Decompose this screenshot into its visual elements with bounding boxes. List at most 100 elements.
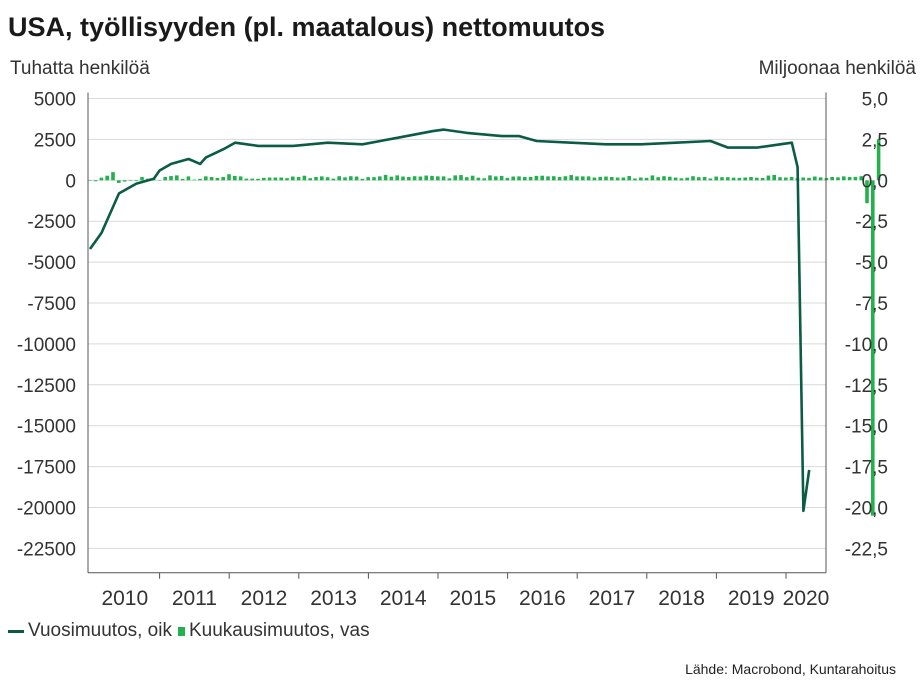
bar <box>186 176 191 181</box>
bar <box>517 176 521 181</box>
bar <box>842 176 846 181</box>
x-tick-label: 2020 <box>783 587 830 610</box>
x-tick-label: 2019 <box>728 587 775 610</box>
x-tick-label: 2010 <box>101 587 148 610</box>
bar <box>383 174 388 181</box>
left-tick-label: 5000 <box>34 90 76 111</box>
right-tick-label: -17,5 <box>845 458 888 479</box>
left-axis-label: Tuhatta henkilöä <box>10 58 150 79</box>
legend-bar-label: Kuukausimuutos, vas <box>188 620 370 641</box>
bar <box>528 176 533 181</box>
bar <box>262 177 266 181</box>
right-tick-label: -22,5 <box>845 539 888 560</box>
bar <box>244 178 249 181</box>
bar <box>296 177 301 181</box>
bar <box>505 177 510 181</box>
bar <box>412 176 417 181</box>
bar <box>221 177 225 181</box>
bar <box>354 176 359 181</box>
bar <box>436 176 440 181</box>
bar <box>482 178 486 181</box>
yearly-change-line <box>88 128 811 513</box>
left-tick-label: 0 <box>65 171 76 192</box>
bar <box>830 177 834 181</box>
bar <box>523 177 527 181</box>
right-tick-label: 0,0 <box>862 171 888 192</box>
bar <box>325 177 330 181</box>
bar <box>708 178 713 181</box>
bar <box>784 177 788 181</box>
bar <box>88 180 92 181</box>
bar <box>465 177 469 181</box>
bar <box>511 176 515 181</box>
right-tick-label: 2,5 <box>862 130 888 151</box>
bar <box>673 177 678 181</box>
bar <box>256 178 260 181</box>
bar <box>546 176 550 181</box>
right-tick-label: -12,5 <box>845 376 888 397</box>
x-tick-label: 2014 <box>380 587 427 610</box>
bar <box>563 176 568 181</box>
bar <box>366 177 370 181</box>
bar <box>488 175 492 181</box>
bar <box>818 177 823 181</box>
left-tick-label: -17500 <box>17 458 76 479</box>
bar <box>175 175 179 181</box>
bar <box>331 178 336 181</box>
right-tick-labels: 5,0 2,5 0,0 -2,5 -5,0 -7,5 -10,0 -12,5 -15,0 -17,… <box>845 90 888 561</box>
bar <box>180 178 185 181</box>
bar <box>285 178 289 181</box>
bar <box>871 180 875 516</box>
bar <box>598 176 602 181</box>
left-tick-label: -2500 <box>27 212 76 233</box>
bar <box>534 175 539 181</box>
bar <box>349 176 353 181</box>
bar <box>360 178 365 181</box>
bar <box>749 177 753 181</box>
bar <box>662 176 666 181</box>
x-tick-label: 2018 <box>658 587 705 610</box>
legend-line-label: Vuosimuutos, oik <box>28 620 172 641</box>
bar <box>540 175 544 181</box>
bar <box>865 180 869 204</box>
bar <box>273 177 278 181</box>
bar <box>494 176 498 181</box>
gridlines <box>88 98 826 549</box>
x-tick-labels: 2010 2011 2012 2013 2014 2015 2016 2017 2018 2019… <box>101 587 829 610</box>
right-tick-label: -20,0 <box>845 499 888 520</box>
bar <box>238 176 243 181</box>
bar <box>581 176 585 181</box>
bar <box>853 176 858 181</box>
right-axis-label: Miljoonaa henkilöä <box>758 58 916 79</box>
bar <box>337 176 341 181</box>
bar <box>801 177 805 181</box>
right-tick-label: -5,0 <box>855 253 888 274</box>
bar <box>644 177 649 181</box>
bar <box>610 177 614 181</box>
right-tick-label: -2,5 <box>855 212 888 233</box>
bar <box>204 176 208 181</box>
left-tick-label: -10000 <box>17 335 76 356</box>
bar <box>668 176 672 181</box>
bar <box>592 177 597 181</box>
bar <box>441 176 446 181</box>
bar <box>702 177 707 181</box>
bar <box>650 175 655 181</box>
bar <box>157 179 162 181</box>
bar <box>407 177 411 181</box>
bar <box>847 177 852 181</box>
bar <box>215 178 220 181</box>
left-tick-label: -22500 <box>17 539 76 560</box>
bar <box>99 177 104 181</box>
bar <box>720 177 724 181</box>
x-tick-label: 2016 <box>519 587 566 610</box>
bar <box>876 139 881 181</box>
bar <box>169 176 173 181</box>
bar <box>760 178 765 181</box>
left-tick-label: -20000 <box>17 499 76 520</box>
x-tick-label: 2011 <box>172 587 217 610</box>
bar <box>447 178 452 181</box>
bar <box>314 177 318 181</box>
bar <box>93 180 98 182</box>
bar <box>633 178 637 181</box>
